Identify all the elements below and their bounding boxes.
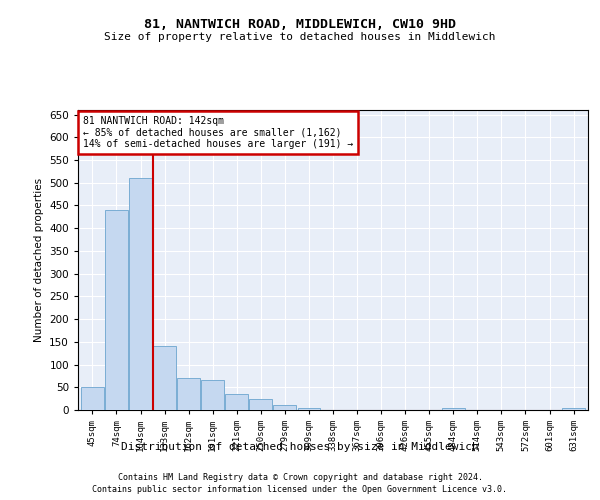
Bar bbox=[298, 408, 320, 410]
Bar bbox=[153, 346, 176, 410]
Bar bbox=[226, 394, 248, 410]
Text: Contains public sector information licensed under the Open Government Licence v3: Contains public sector information licen… bbox=[92, 485, 508, 494]
Bar bbox=[274, 406, 296, 410]
Bar bbox=[442, 408, 465, 410]
Bar bbox=[81, 388, 104, 410]
Bar bbox=[250, 398, 272, 410]
Bar bbox=[129, 178, 152, 410]
Bar bbox=[201, 380, 224, 410]
Text: 81 NANTWICH ROAD: 142sqm
← 85% of detached houses are smaller (1,162)
14% of sem: 81 NANTWICH ROAD: 142sqm ← 85% of detach… bbox=[83, 116, 353, 149]
Y-axis label: Number of detached properties: Number of detached properties bbox=[34, 178, 44, 342]
Bar bbox=[177, 378, 200, 410]
Text: Contains HM Land Registry data © Crown copyright and database right 2024.: Contains HM Land Registry data © Crown c… bbox=[118, 472, 482, 482]
Text: 81, NANTWICH ROAD, MIDDLEWICH, CW10 9HD: 81, NANTWICH ROAD, MIDDLEWICH, CW10 9HD bbox=[144, 18, 456, 30]
Bar bbox=[562, 408, 585, 410]
Text: Distribution of detached houses by size in Middlewich: Distribution of detached houses by size … bbox=[121, 442, 479, 452]
Text: Size of property relative to detached houses in Middlewich: Size of property relative to detached ho… bbox=[104, 32, 496, 42]
Bar bbox=[105, 210, 128, 410]
